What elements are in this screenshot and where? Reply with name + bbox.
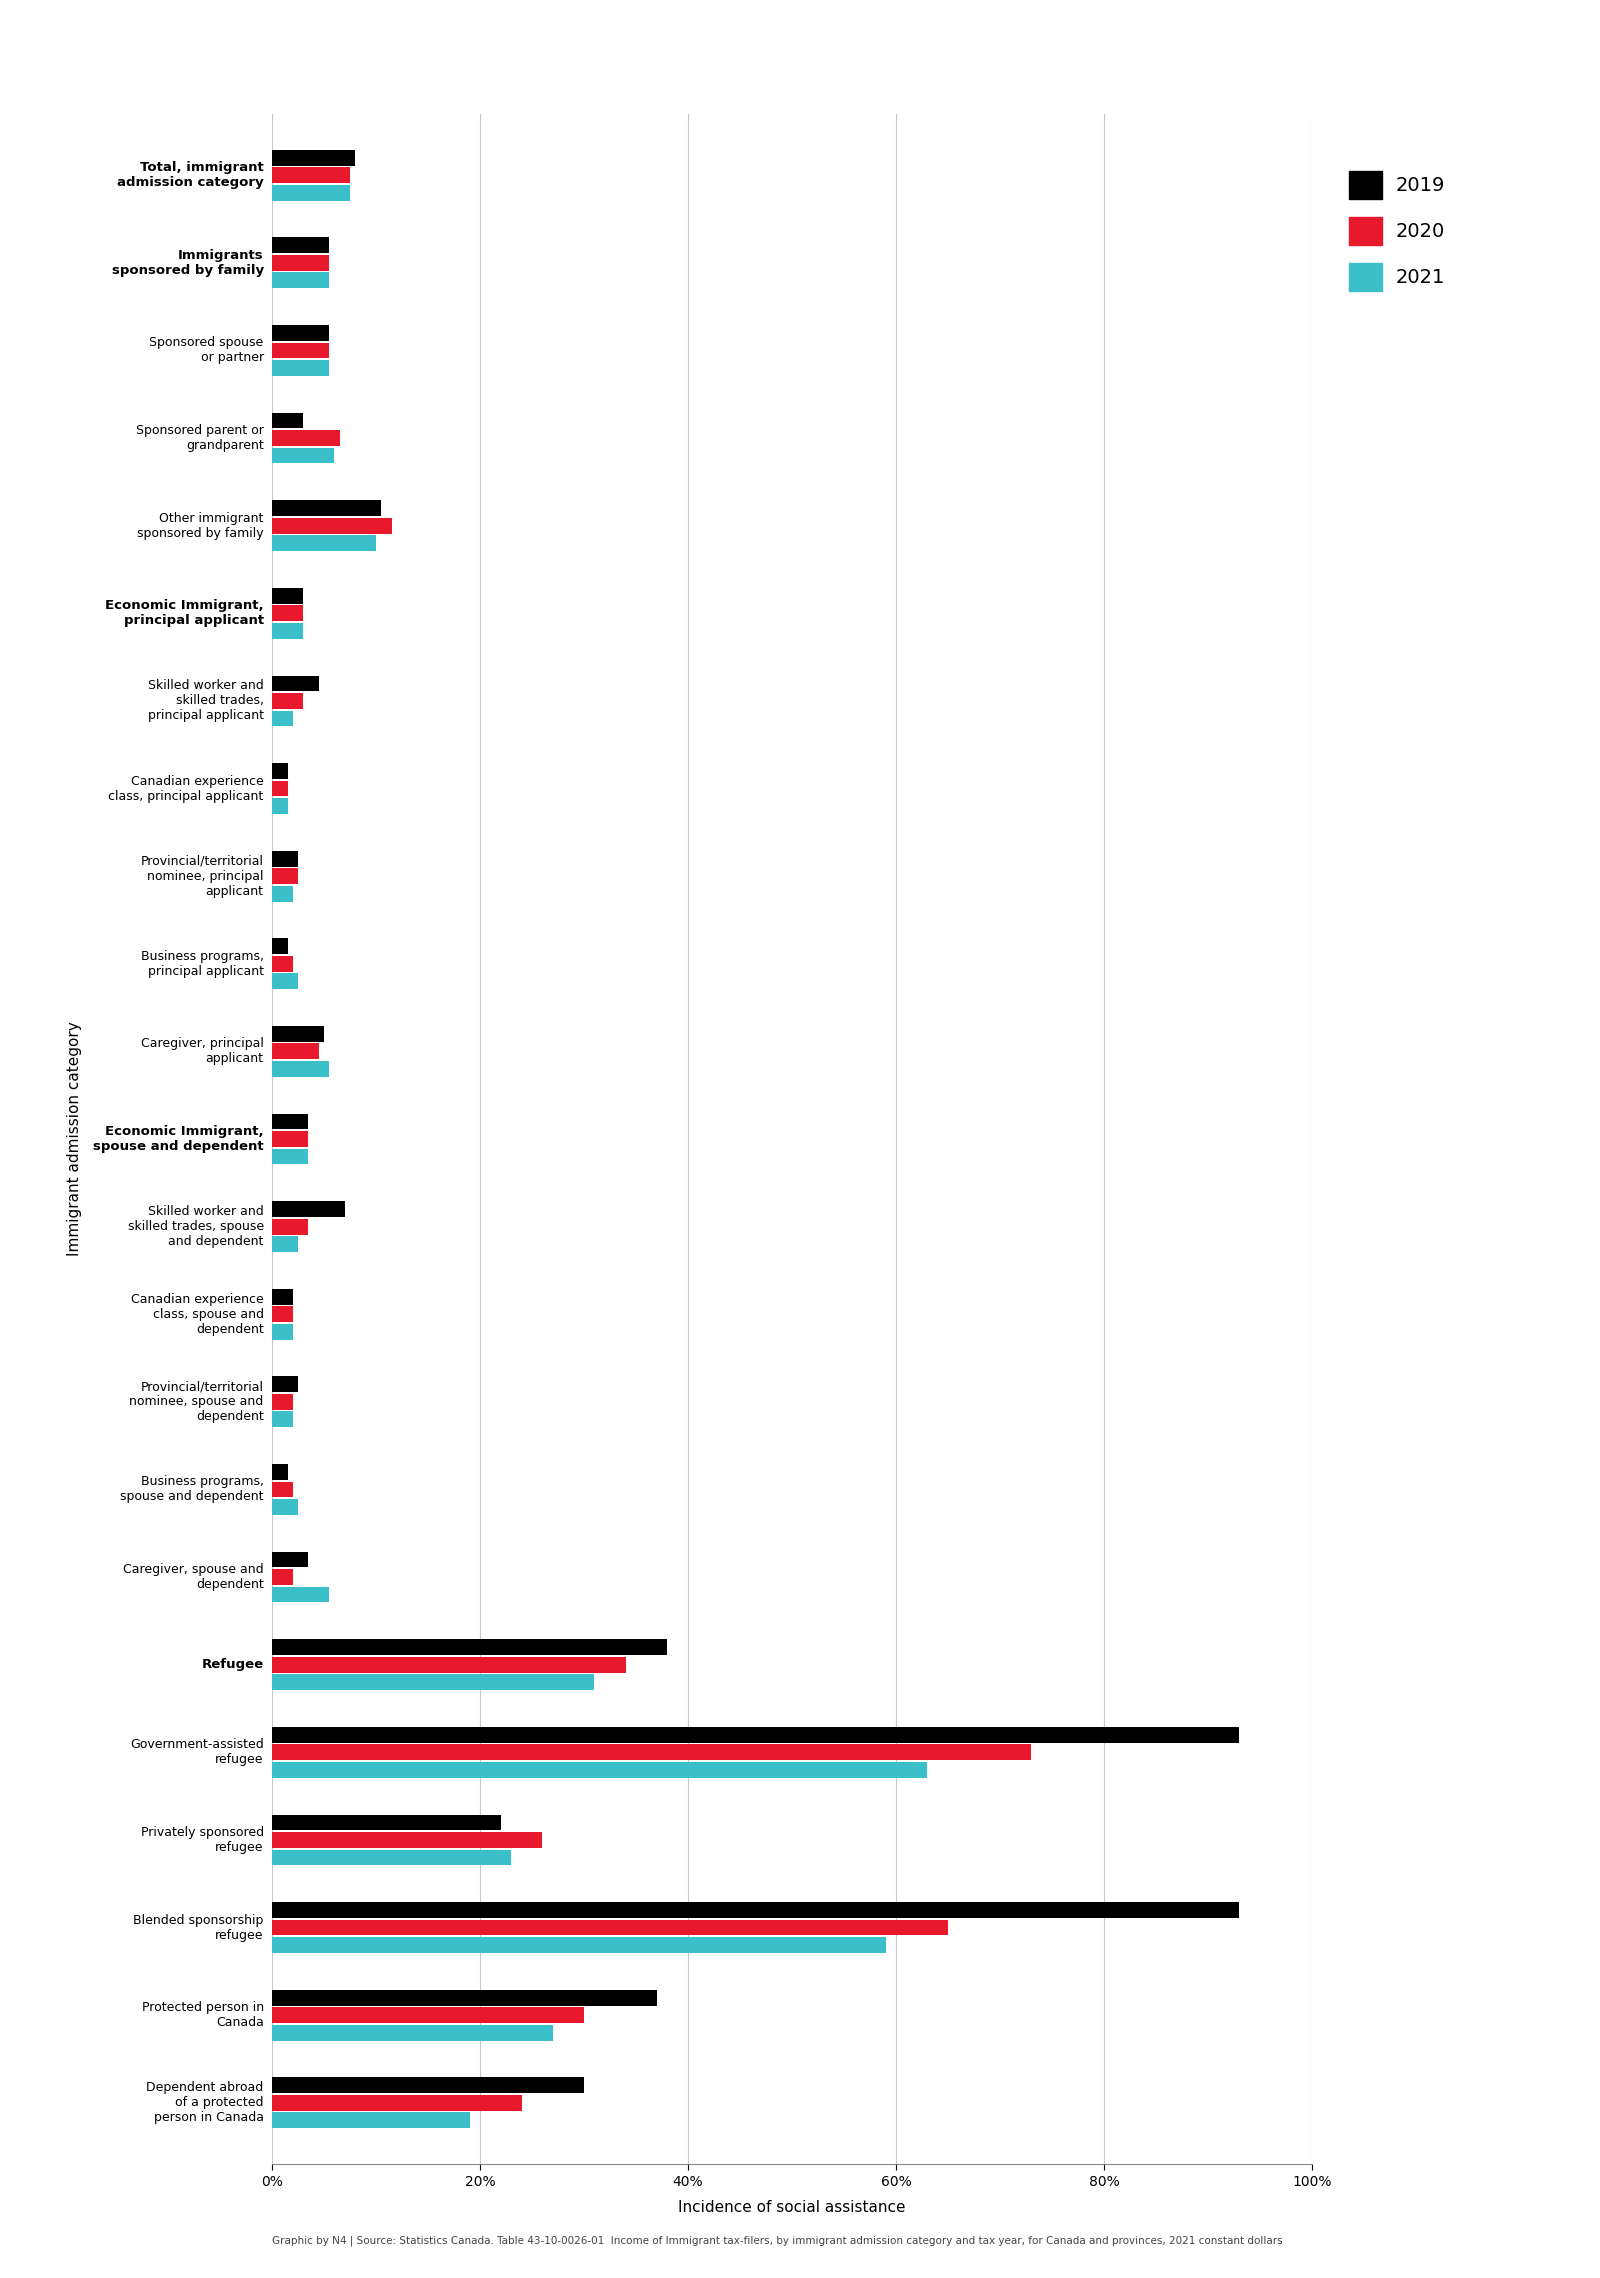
Bar bbox=[272, 1043, 318, 1059]
Bar bbox=[272, 1376, 298, 1392]
Bar bbox=[272, 1640, 667, 1656]
Y-axis label: Immigrant admission category: Immigrant admission category bbox=[67, 1021, 82, 1257]
Bar bbox=[272, 1674, 595, 1690]
Bar bbox=[272, 237, 330, 253]
Bar bbox=[272, 1936, 886, 1952]
Bar bbox=[272, 535, 376, 551]
Bar bbox=[272, 711, 293, 727]
Bar bbox=[272, 1305, 293, 1321]
Bar bbox=[272, 1570, 293, 1585]
Bar bbox=[272, 1920, 947, 1936]
Bar bbox=[272, 342, 330, 358]
Bar bbox=[272, 501, 381, 517]
Bar bbox=[272, 606, 304, 622]
Bar bbox=[272, 431, 339, 446]
Bar bbox=[272, 326, 330, 342]
Bar bbox=[272, 1481, 293, 1497]
Bar bbox=[272, 1832, 542, 1847]
Bar bbox=[272, 622, 304, 638]
Bar bbox=[272, 763, 288, 779]
Bar bbox=[272, 2112, 470, 2128]
Bar bbox=[272, 273, 330, 289]
Bar bbox=[272, 1114, 309, 1130]
Bar bbox=[272, 1394, 293, 1410]
X-axis label: Incidence of social assistance: Incidence of social assistance bbox=[678, 2201, 906, 2214]
Bar bbox=[272, 1062, 330, 1077]
Bar bbox=[272, 2025, 554, 2041]
Bar bbox=[272, 449, 334, 462]
Bar bbox=[272, 781, 288, 797]
Text: Graphic by N4 | Source: Statistics Canada. Table 43-10-0026-01  Income of Immigr: Graphic by N4 | Source: Statistics Canad… bbox=[272, 2235, 1283, 2246]
Bar bbox=[272, 1201, 346, 1216]
Bar bbox=[272, 1219, 309, 1235]
Bar bbox=[272, 1902, 1240, 1918]
Bar bbox=[272, 1465, 288, 1481]
Bar bbox=[272, 517, 392, 533]
Bar bbox=[272, 185, 350, 200]
Bar bbox=[272, 797, 288, 813]
Bar bbox=[272, 150, 355, 166]
Legend: 2019, 2020, 2021: 2019, 2020, 2021 bbox=[1342, 164, 1453, 298]
Bar bbox=[272, 1588, 330, 1601]
Bar bbox=[272, 973, 298, 989]
Bar bbox=[272, 886, 293, 902]
Bar bbox=[272, 166, 350, 182]
Bar bbox=[272, 1656, 626, 1672]
Bar bbox=[272, 1412, 293, 1428]
Bar bbox=[272, 2078, 584, 2093]
Bar bbox=[272, 1727, 1240, 1743]
Bar bbox=[272, 1850, 512, 1866]
Bar bbox=[272, 939, 288, 954]
Bar bbox=[272, 1551, 309, 1567]
Bar bbox=[272, 1148, 309, 1164]
Bar bbox=[272, 360, 330, 376]
Bar bbox=[272, 255, 330, 271]
Bar bbox=[272, 1499, 298, 1515]
Bar bbox=[272, 1132, 309, 1146]
Bar bbox=[272, 412, 304, 428]
Bar bbox=[272, 868, 298, 884]
Bar bbox=[272, 693, 304, 708]
Bar bbox=[272, 1989, 656, 2005]
Bar bbox=[272, 1745, 1032, 1761]
Bar bbox=[272, 2096, 522, 2112]
Bar bbox=[272, 1761, 928, 1777]
Bar bbox=[272, 1289, 293, 1305]
Bar bbox=[272, 1025, 323, 1041]
Bar bbox=[272, 850, 298, 866]
Bar bbox=[272, 677, 318, 690]
Bar bbox=[272, 2007, 584, 2023]
Bar bbox=[272, 1816, 501, 1829]
Bar bbox=[272, 957, 293, 973]
Bar bbox=[272, 1324, 293, 1339]
Bar bbox=[272, 588, 304, 604]
Bar bbox=[272, 1237, 298, 1253]
